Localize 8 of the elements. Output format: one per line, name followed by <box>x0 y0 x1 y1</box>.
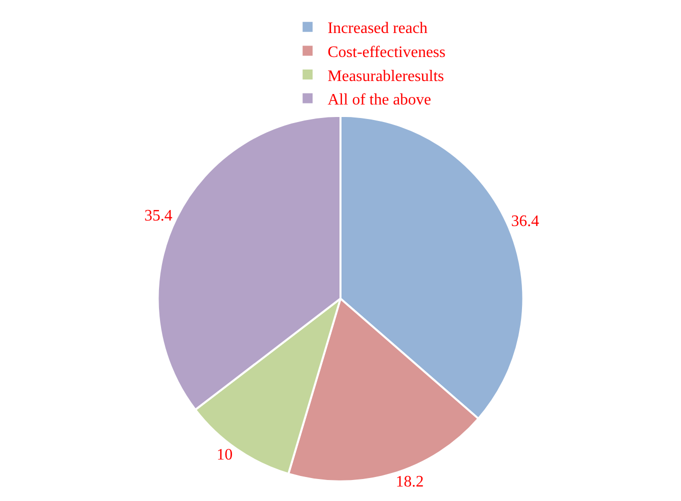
legend-label: Measurableresults <box>328 68 444 85</box>
data-label: 36.4 <box>511 212 540 230</box>
legend-label: Increased reach <box>328 20 428 38</box>
legend-label: All of the above <box>328 92 432 109</box>
data-label: 10 <box>216 446 233 464</box>
data-label: 18.2 <box>396 473 424 490</box>
legend-label: Cost-effectiveness <box>328 44 446 61</box>
data-label: 35.4 <box>144 208 172 225</box>
